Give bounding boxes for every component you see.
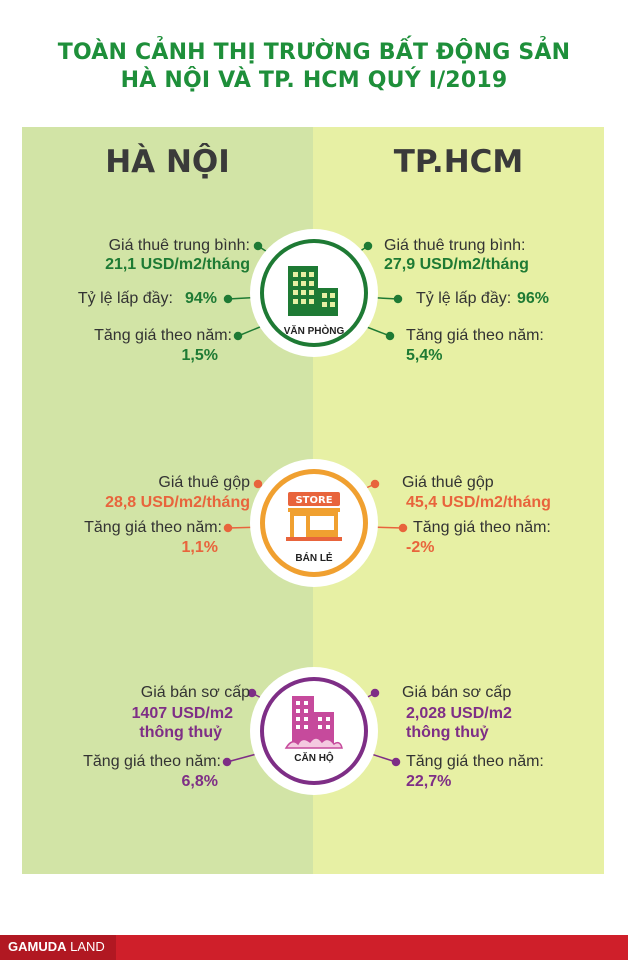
hcm-apartment-growth-value: 22,7% bbox=[406, 773, 452, 790]
brand-bold: GAMUDA bbox=[8, 939, 67, 954]
hn-retail-growth-label: Tăng giá theo năm: bbox=[84, 519, 222, 536]
hn-retail-rent-value: 28,8 USD/m2/tháng bbox=[105, 494, 250, 511]
hn-office-rent-value: 21,1 USD/m2/tháng bbox=[105, 256, 250, 273]
hn-office-growth-value: 1,5% bbox=[181, 347, 218, 364]
hcm-office-rent-value: 27,9 USD/m2/tháng bbox=[384, 256, 529, 273]
office-building-icon bbox=[288, 266, 338, 316]
hcm-retail-growth-value: -2% bbox=[406, 539, 435, 556]
brand-logo: GAMUDA LAND bbox=[8, 939, 105, 954]
footer-brand-block bbox=[0, 935, 116, 960]
hn-office-rent-label: Giá thuê trung bình: bbox=[108, 237, 250, 254]
store-icon: STORE bbox=[286, 492, 342, 541]
hn-apartment-growth-value: 6,8% bbox=[181, 773, 218, 790]
apartment-building-icon bbox=[284, 696, 343, 749]
hcm-office-rent-label: Giá thuê trung bình: bbox=[384, 237, 526, 254]
hn-apartment-price-label: Giá bán sơ cấp bbox=[140, 684, 250, 701]
hcm-apartment-price-value-1: 2,028 USD/m2 bbox=[406, 705, 512, 722]
hn-apartment-price-value-2: thông thuỷ bbox=[139, 724, 222, 741]
city-heading-hcm: TP.HCM bbox=[393, 144, 524, 180]
office-badge: VĂN PHÒNG bbox=[283, 326, 345, 337]
hn-office-growth-label: Tăng giá theo năm: bbox=[94, 327, 232, 344]
city-heading-hanoi: HÀ NỘI bbox=[105, 144, 230, 180]
hcm-office-growth-label: Tăng giá theo năm: bbox=[406, 327, 544, 344]
hcm-apartment-price-value-2: thông thuỷ bbox=[406, 724, 489, 741]
brand-light: LAND bbox=[66, 939, 105, 954]
hn-office-occ-value: 94% bbox=[184, 290, 217, 307]
hcm-apartment-price-label: Giá bán sơ cấp bbox=[402, 684, 512, 701]
hcm-apartment-growth-label: Tăng giá theo năm: bbox=[406, 753, 544, 770]
hcm-retail-rent-value: 45,4 USD/m2/tháng bbox=[406, 494, 551, 511]
hcm-office-occ-value: 96% bbox=[517, 290, 550, 307]
hn-apartment-price-value-1: 1407 USD/m2 bbox=[131, 705, 233, 722]
hcm-office-growth-value: 5,4% bbox=[406, 347, 443, 364]
hn-retail-growth-value: 1,1% bbox=[181, 539, 218, 556]
hcm-office-occ-label: Tỷ lệ lấp đầy: bbox=[416, 290, 512, 307]
apartment-ring bbox=[260, 677, 368, 785]
hn-office-occ-label: Tỷ lệ lấp đầy: bbox=[77, 290, 173, 307]
retail-badge: BÁN LẺ bbox=[295, 553, 333, 564]
hcm-retail-rent-label: Giá thuê gộp bbox=[402, 474, 494, 491]
page-title-line1: TOÀN CẢNH THỊ TRƯỜNG BẤT ĐỘNG SẢN bbox=[57, 40, 571, 65]
hn-retail-rent-label: Giá thuê gộp bbox=[158, 474, 250, 491]
hcm-retail-growth-label: Tăng giá theo năm: bbox=[413, 519, 551, 536]
apartment-badge: CĂN HỘ bbox=[294, 753, 334, 764]
store-sign-text: STORE bbox=[295, 495, 332, 506]
hn-apartment-growth-label: Tăng giá theo năm: bbox=[83, 753, 221, 770]
page-title-line2: HÀ NỘI VÀ TP. HCM QUÝ I/2019 bbox=[120, 68, 508, 93]
